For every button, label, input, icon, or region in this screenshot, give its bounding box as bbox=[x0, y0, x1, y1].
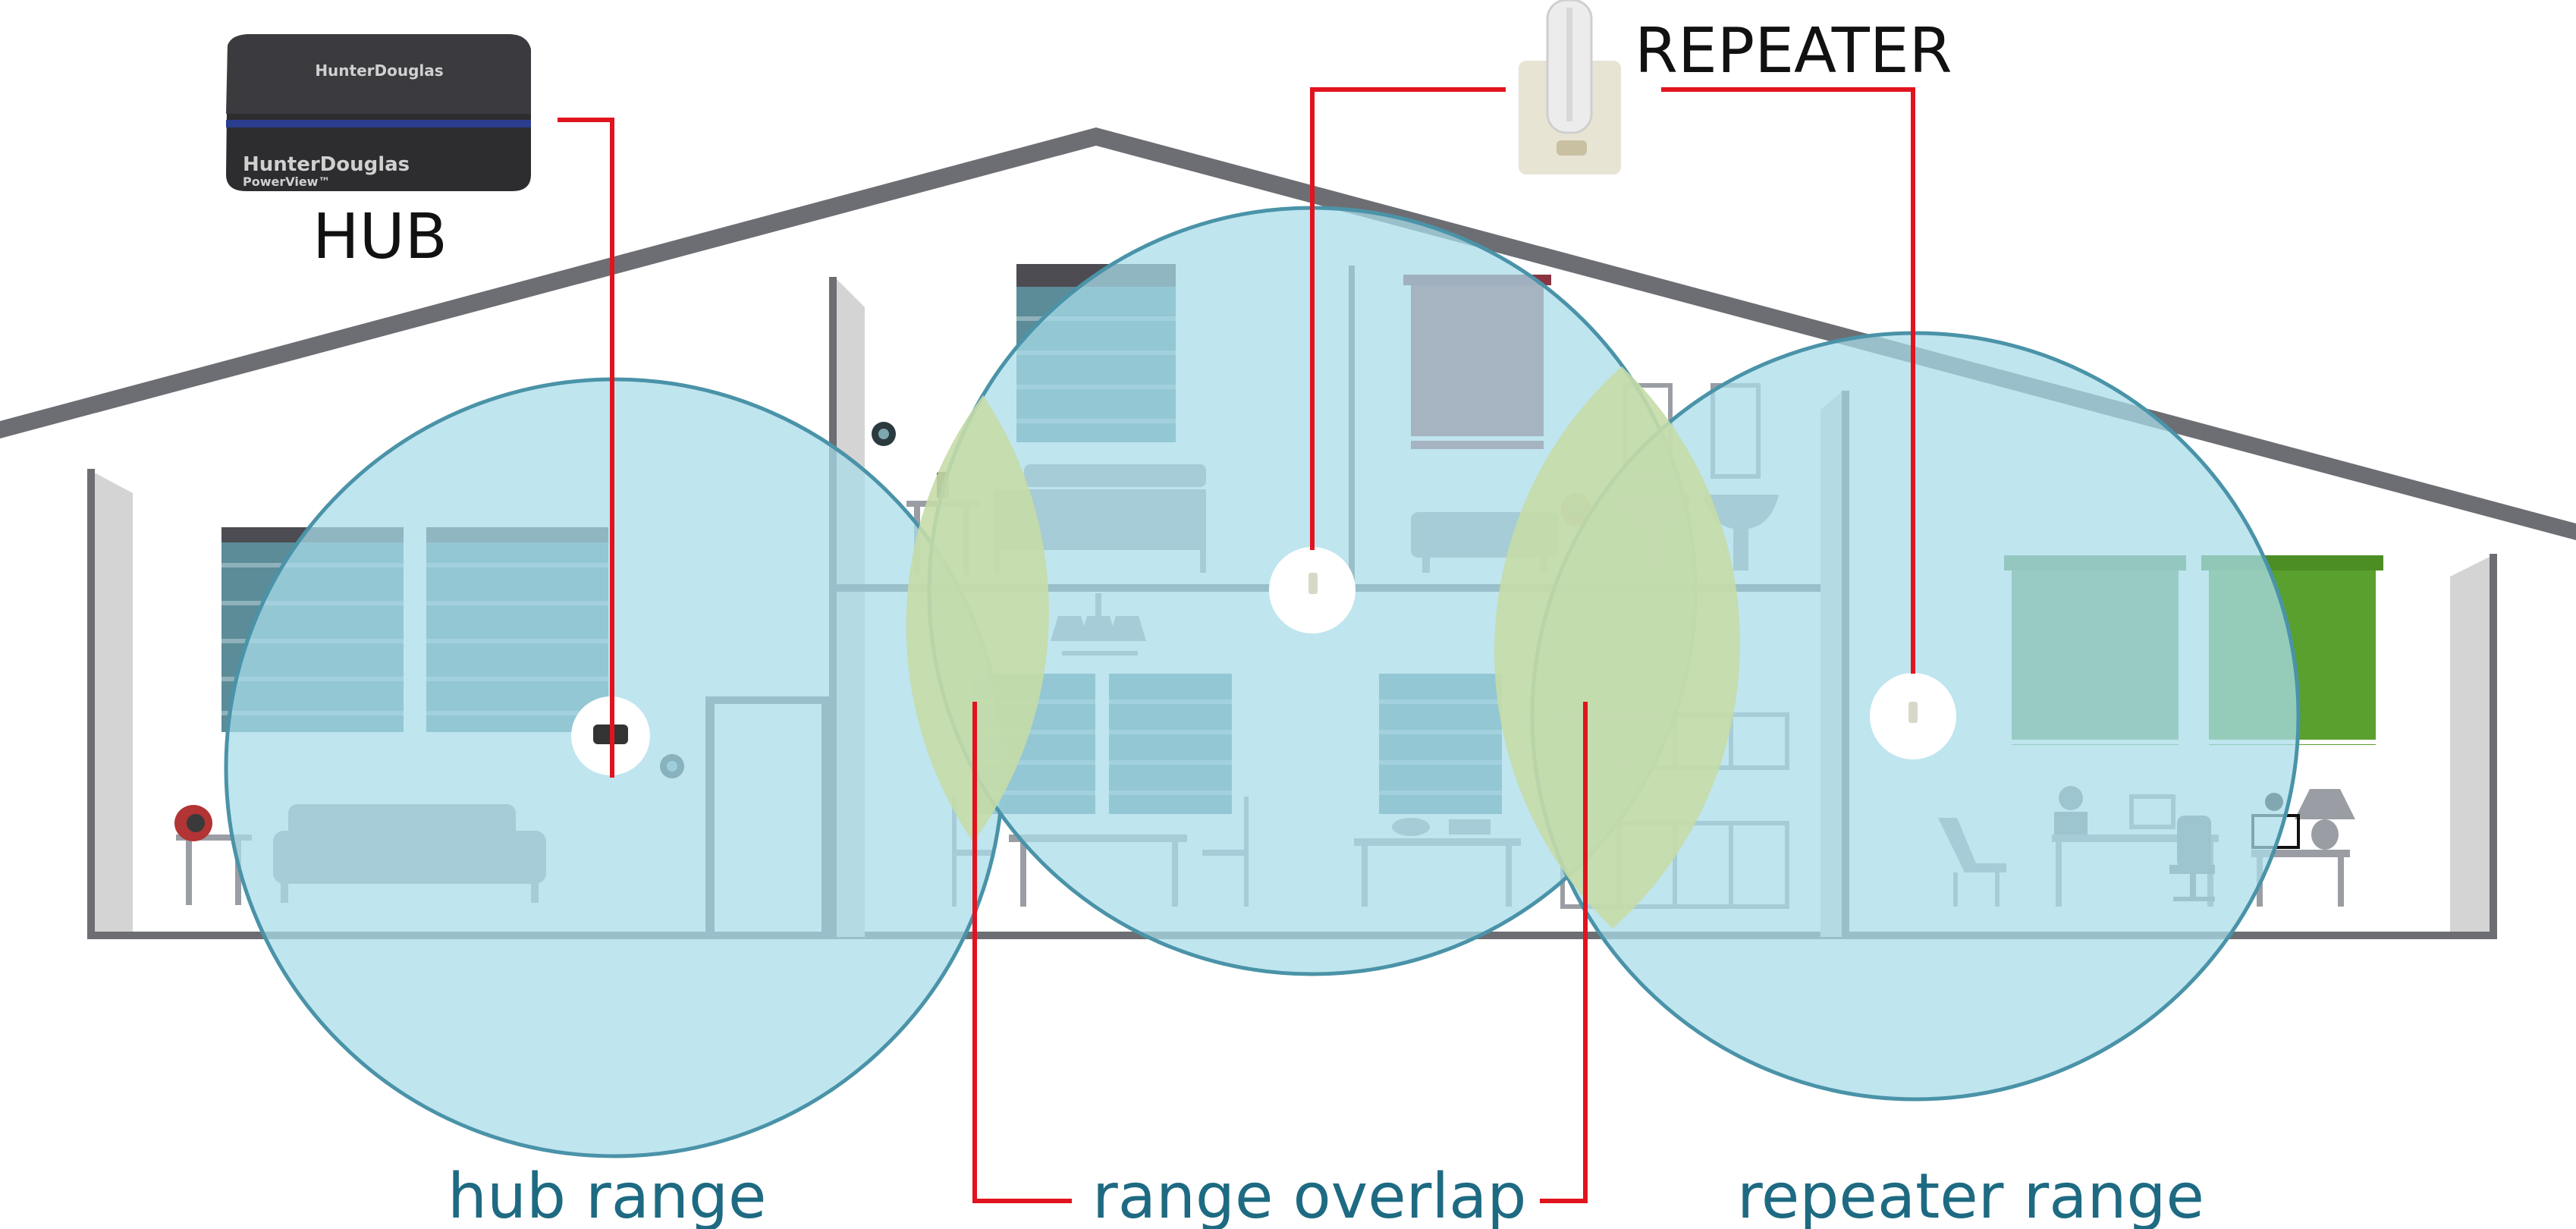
leader-lines bbox=[558, 87, 1915, 1203]
repeater-marker-center bbox=[1269, 547, 1356, 633]
repeater-marker-right bbox=[1870, 673, 1956, 759]
repeater-range-label: repeater range bbox=[1737, 1161, 2204, 1229]
repeater-plug-icon bbox=[1519, 0, 1621, 174]
hub-brand-top: HunterDouglas bbox=[315, 61, 443, 80]
overlap-region-right bbox=[1494, 366, 1740, 929]
repeater-label: REPEATER bbox=[1635, 15, 1952, 87]
remote-pebble-icon bbox=[872, 422, 896, 446]
hub-label: HUB bbox=[313, 201, 448, 273]
range-overlap-label: range overlap bbox=[1092, 1161, 1526, 1229]
hub-model: PowerView™ bbox=[243, 174, 330, 189]
hub-range-label: hub range bbox=[448, 1161, 767, 1229]
speaker-icon-left bbox=[174, 805, 212, 841]
hub-device-icon: HunterDouglas HunterDouglas PowerView™ bbox=[226, 34, 531, 191]
overlap-region-left bbox=[906, 395, 1049, 842]
side-table-icon bbox=[176, 835, 252, 905]
hub-brand-front: HunterDouglas bbox=[243, 153, 410, 176]
